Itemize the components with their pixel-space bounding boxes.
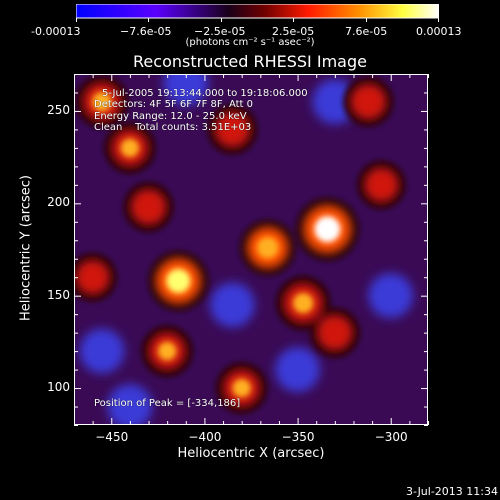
hot-spot-core	[157, 341, 177, 361]
cool-spot	[368, 273, 414, 319]
x-tick-label: −300	[374, 430, 408, 444]
info-time-range: 5-Jul-2005 19:13:44.000 to 19:18:06.000	[102, 88, 308, 99]
peak-position-label: Position of Peak = [-334,186]	[94, 398, 241, 409]
info-energy-range: Energy Range: 12.0 - 25.0 keV	[94, 111, 247, 122]
x-tick-label: −350	[281, 430, 315, 444]
hot-spot	[316, 314, 354, 351]
cool-spot	[163, 74, 209, 106]
hot-spot-core	[120, 138, 140, 158]
x-tick-label: −400	[188, 430, 222, 444]
footer-timestamp: 3-Jul-2013 11:34	[405, 485, 498, 498]
hot-spot	[130, 188, 167, 226]
heatmap-image	[74, 74, 428, 425]
colorbar	[76, 4, 439, 22]
colorbar-graphic	[76, 4, 439, 22]
plot-frame	[74, 74, 428, 425]
colorbar-tick-label: −7.6e-05	[120, 25, 172, 38]
hot-spot-core	[257, 236, 279, 259]
hot-spot-core	[232, 378, 251, 398]
colorbar-tick-label: -0.00013	[31, 25, 81, 38]
hot-spot-core	[292, 292, 314, 314]
hot-spot-core	[92, 91, 112, 112]
colorbar-tick-label: −2.5e-05	[194, 25, 246, 38]
info-clean-counts: Clean Total counts: 3.51E+03	[94, 122, 252, 133]
cool-spot	[275, 347, 320, 392]
colorbar-tick-label: 2.5e-05	[272, 25, 315, 38]
hot-spot	[74, 259, 111, 295]
cool-spot	[210, 282, 255, 328]
hot-spot-core	[314, 216, 341, 243]
cool-spot	[312, 79, 358, 125]
plot-title: Reconstructed RHESSI Image	[133, 52, 367, 71]
cool-spot	[79, 328, 125, 374]
cool-spot	[107, 384, 153, 425]
x-axis-label: Heliocentric X (arcsec)	[177, 446, 325, 461]
hot-spot	[363, 167, 400, 203]
hot-spot	[350, 83, 387, 121]
y-tick-label: 250	[47, 102, 70, 117]
hot-spot	[214, 111, 251, 148]
y-axis-label: Heliocentric Y (arcsec)	[18, 175, 34, 321]
colorbar-tick-label: 7.6e-05	[345, 25, 388, 38]
x-tick-label: −450	[95, 430, 129, 444]
info-detectors: Detectors: 4F 5F 6F 7F 8F, Att 0	[94, 99, 254, 110]
y-tick-label: 150	[47, 287, 70, 302]
colorbar-unit-label: (photons cm⁻² s⁻¹ asec⁻²)	[185, 37, 315, 48]
colorbar-tick-label: 0.00013	[416, 25, 462, 38]
y-tick-label: 100	[47, 380, 70, 395]
hot-spot-core	[166, 268, 191, 294]
y-tick-label: 200	[47, 195, 70, 210]
